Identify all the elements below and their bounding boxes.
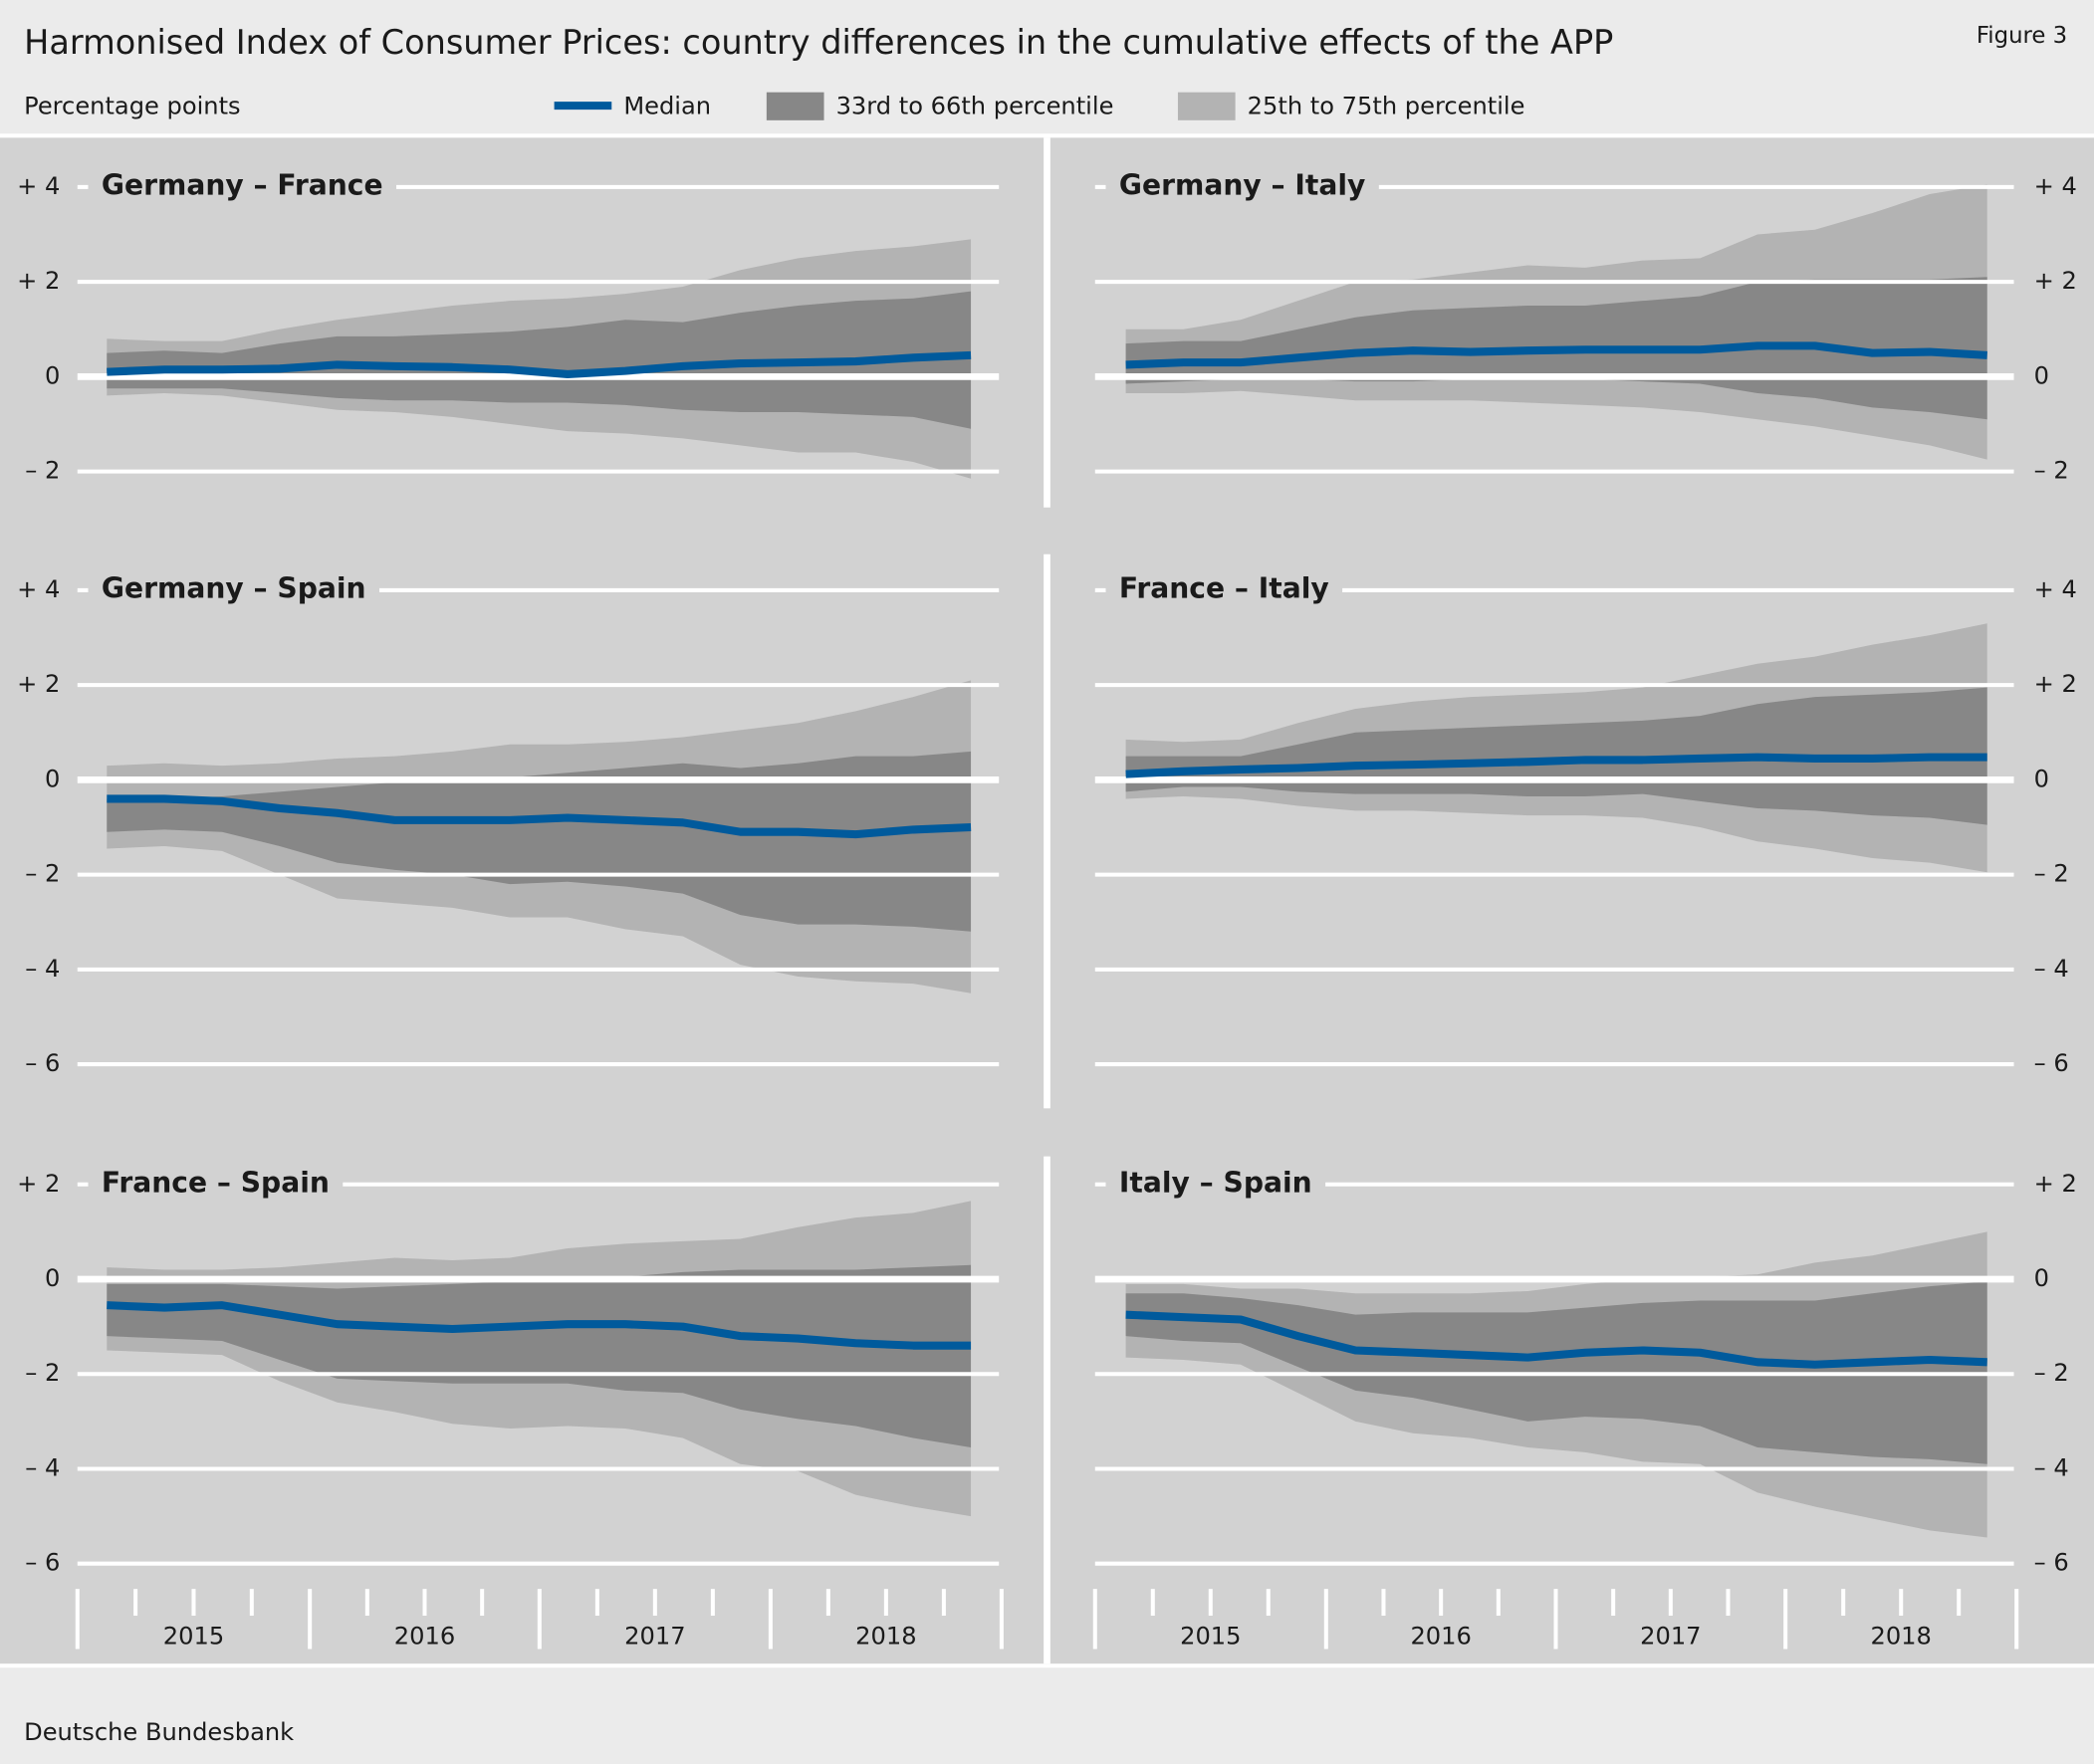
band-inner (107, 751, 972, 932)
median-line (1125, 1310, 1987, 1369)
y-tick-label: + 4 (2034, 575, 2077, 603)
median-line (1125, 753, 1987, 778)
median-line (107, 350, 972, 378)
y-tick-label: – 6 (2034, 1549, 2069, 1577)
panel-title-bg (88, 178, 397, 195)
y-tick-label: – 6 (25, 1549, 60, 1577)
panel-title-bg (88, 1176, 344, 1193)
y-tick-label: + 2 (17, 670, 60, 698)
x-tick-label: 2015 (1180, 1622, 1241, 1650)
y-tick-label: – 6 (2034, 1049, 2069, 1077)
panel: + 4 + 2 0 – 2 – 4 – 6 Germany – Spain (17, 572, 1000, 1077)
panel-title: Germany – France (102, 169, 383, 202)
median-line (1125, 341, 1987, 369)
x-tick-label: 2016 (394, 1622, 455, 1650)
x-tick-label: 2016 (1410, 1622, 1471, 1650)
panel-title-bg (1105, 178, 1379, 195)
panel: + 4 + 2 0 – 2 Germany – Italy (1094, 169, 2077, 485)
x-tick-label: 2015 (163, 1622, 224, 1650)
median-line (107, 794, 972, 839)
panel-title: Germany – Spain (102, 572, 366, 605)
y-tick-label: + 2 (2034, 670, 2077, 698)
y-tick-label: + 4 (2034, 172, 2077, 200)
y-tick-label: 0 (2034, 361, 2049, 389)
x-tick-label: 2017 (1640, 1622, 1701, 1650)
x-tick-label: 2017 (624, 1622, 685, 1650)
panel-title: Germany – Italy (1119, 169, 1365, 202)
band-inner (107, 291, 972, 429)
y-tick-label: – 4 (25, 955, 60, 983)
panel: + 4 + 2 0 – 2 Germany – France (17, 169, 1000, 485)
legend-label: 25th to 75th percentile (1248, 92, 1525, 119)
subtitle: Percentage points (24, 92, 240, 119)
y-tick-label: 0 (2034, 1264, 2049, 1292)
y-tick-label: – 6 (25, 1049, 60, 1077)
y-tick-label: 0 (45, 1264, 60, 1292)
panel: + 4 + 2 0 – 2 – 4 – 6 France – Italy (1094, 572, 2077, 1077)
panels: + 4 + 2 0 – 2 Germany – France + 4 + 2 0 – 2 Germ… (17, 169, 2077, 1651)
legend: Median 33rd to 66th percentile 25th to 75t… (554, 92, 1525, 120)
y-tick-label: – 2 (25, 860, 60, 888)
panel-title-bg (1105, 581, 1343, 598)
legend-label: Median (623, 92, 711, 119)
panel-title: Italy – Spain (1119, 1166, 1312, 1199)
panel-title-bg (1105, 1176, 1326, 1193)
panel: + 2 0 – 2 – 4 – 6 France – Spain 2015 2016 2017 2… (17, 1166, 1004, 1650)
y-tick-label: 0 (45, 361, 60, 389)
y-tick-label: – 2 (25, 1359, 60, 1387)
panel-title: France – Italy (1119, 572, 1329, 605)
y-tick-label: + 4 (17, 575, 60, 603)
y-tick-label: + 2 (17, 267, 60, 295)
y-tick-label: – 4 (25, 1453, 60, 1481)
legend-swatch (766, 92, 824, 120)
figure-number: Figure 3 (1977, 23, 2067, 49)
legend-label: 33rd to 66th percentile (836, 92, 1114, 119)
y-tick-label: – 4 (2034, 1453, 2069, 1481)
y-tick-label: – 2 (25, 457, 60, 485)
median-line (107, 1301, 972, 1350)
y-tick-label: + 4 (17, 172, 60, 200)
band-inner (1125, 687, 1987, 825)
panel: + 2 0 – 2 – 4 – 6 Italy – Spain 2015 2016 2017 20… (1092, 1166, 2077, 1650)
y-tick-label: – 2 (2034, 1359, 2069, 1387)
y-tick-label: + 2 (17, 1170, 60, 1198)
panel-title-bg (88, 581, 379, 598)
x-tick-label: 2018 (855, 1622, 916, 1650)
y-tick-label: 0 (45, 765, 60, 792)
y-tick-label: – 4 (2034, 955, 2069, 983)
legend-swatch (1177, 92, 1236, 120)
y-tick-label: – 2 (2034, 860, 2069, 888)
y-tick-label: – 2 (2034, 457, 2069, 485)
y-tick-label: + 2 (2034, 267, 2077, 295)
band-inner (107, 1264, 972, 1447)
y-tick-label: 0 (2034, 765, 2049, 792)
y-tick-label: + 2 (2034, 1170, 2077, 1198)
source: Deutsche Bundesbank (24, 1718, 294, 1746)
figure-title: Harmonised Index of Consumer Prices: cou… (24, 23, 1613, 62)
x-tick-label: 2018 (1870, 1622, 1931, 1650)
panel-title: France – Spain (102, 1166, 330, 1199)
